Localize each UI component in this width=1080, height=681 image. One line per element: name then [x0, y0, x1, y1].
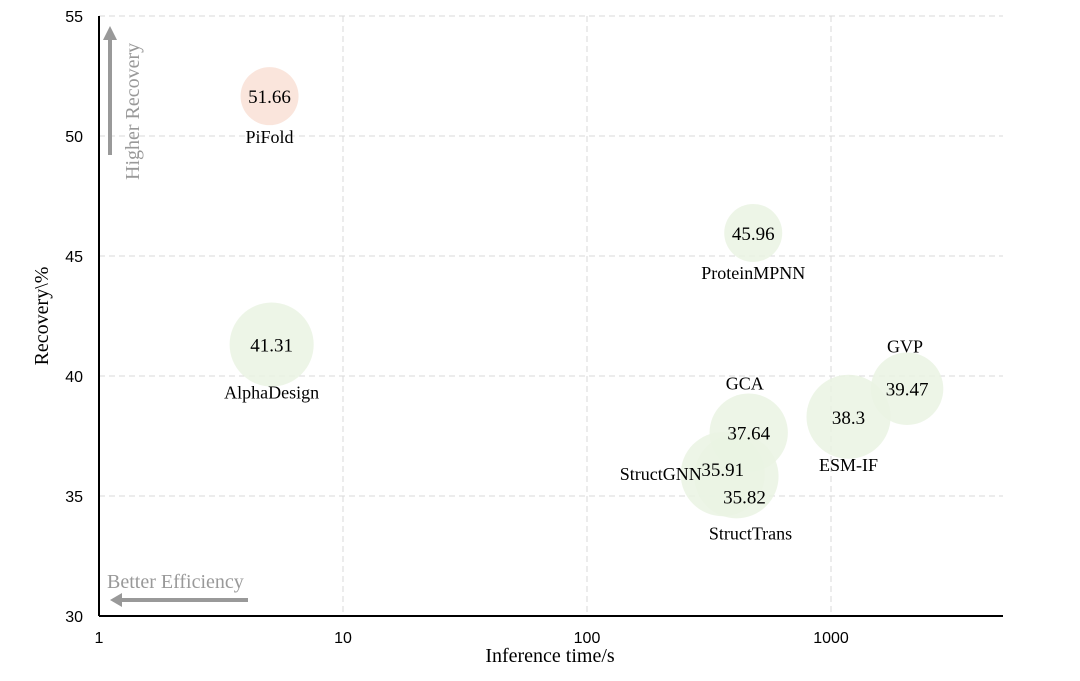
point-label-esm-if: ESM-IF: [819, 455, 878, 475]
point-label-structtrans: StructTrans: [709, 523, 792, 543]
point-label-gca: GCA: [726, 374, 764, 394]
bubble-structtrans: [694, 434, 779, 519]
x-axis-title: Inference time/s: [485, 645, 615, 667]
point-label-pifold: PiFold: [246, 127, 294, 147]
y-tick-label: 40: [65, 369, 83, 386]
axes: 30 35 40 45 50 55 1 10 100 1000: [65, 9, 1003, 647]
point-label-structgnn: StructGNN: [620, 464, 702, 484]
x-tick-label: 1: [95, 630, 104, 647]
value-label-pifold: 51.66: [248, 87, 291, 108]
bubble-alphadesign: [229, 302, 314, 387]
value-label-proteinmpnn: 45.96: [732, 224, 775, 245]
x-tick-label: 1000: [813, 630, 849, 647]
higher-recovery-arrowhead: [103, 26, 117, 40]
x-tick-label: 10: [334, 630, 352, 647]
value-label-gvp: 39.47: [886, 380, 929, 401]
value-label-structgnn: 35.91: [701, 460, 744, 481]
point-labels: 51.66 PiFold 45.96 ProteinMPNN 41.31 AlphaDes…: [224, 87, 928, 543]
x-tick-label: 100: [574, 630, 601, 647]
better-efficiency-arrowhead: [110, 593, 122, 607]
bubble-esm-if: [806, 374, 891, 459]
higher-recovery-label: Higher Recovery: [122, 43, 144, 180]
point-label-alphadesign: AlphaDesign: [224, 383, 319, 403]
y-tick-label: 30: [65, 609, 83, 626]
better-efficiency-label: Better Efficiency: [107, 571, 244, 593]
y-tick-label: 50: [65, 129, 83, 146]
grid-lines: [99, 15, 1003, 616]
y-axis-title: Recovery\%: [31, 267, 53, 366]
point-label-proteinmpnn: ProteinMPNN: [701, 263, 805, 283]
annotations: Higher Recovery Better Efficiency: [103, 26, 248, 607]
bubble-proteinmpnn: [724, 203, 783, 262]
point-label-gvp: GVP: [887, 337, 923, 357]
value-label-gca: 37.64: [727, 424, 770, 445]
bubbles: [229, 67, 944, 519]
value-label-esm-if: 38.3: [832, 408, 865, 429]
bubble-pifold: [240, 67, 299, 126]
y-tick-label: 45: [65, 249, 83, 266]
value-label-structtrans: 35.82: [723, 487, 766, 508]
y-tick-label: 55: [65, 9, 83, 26]
y-tick-label: 35: [65, 489, 83, 506]
value-label-alphadesign: 41.31: [250, 336, 293, 357]
